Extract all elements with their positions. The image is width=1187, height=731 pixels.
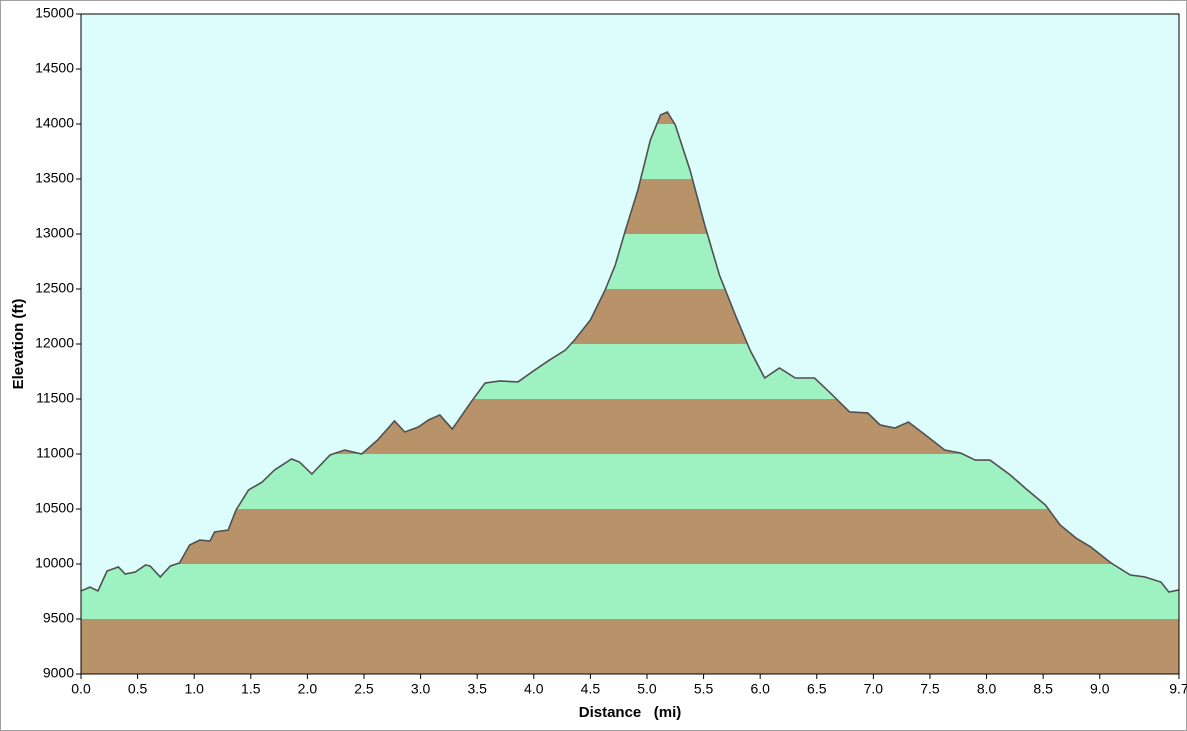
y-tick-label: 11500 [36, 390, 74, 406]
x-tick-label: 8.0 [977, 681, 997, 697]
x-tick-label: 6.5 [807, 681, 827, 697]
elevation-band [81, 564, 1179, 619]
x-tick-label: 0.5 [128, 681, 148, 697]
x-tick-label: 4.5 [581, 681, 601, 697]
x-tick-label: 6.0 [750, 681, 770, 697]
x-tick-label: 1.5 [241, 681, 261, 697]
x-tick-label: 5.0 [637, 681, 657, 697]
x-tick-label: 3.5 [467, 681, 487, 697]
elevation-band [81, 619, 1179, 674]
elevation-line [80, 110, 1180, 593]
y-tick-label: 14000 [35, 115, 74, 131]
x-tick-label: 7.0 [864, 681, 884, 697]
x-tick-label: 3.0 [411, 681, 431, 697]
y-tick-label: 11000 [36, 445, 74, 461]
y-tick-label: 9500 [43, 610, 74, 626]
y-tick-label: 12500 [35, 280, 74, 296]
y-tick-label: 10000 [35, 555, 74, 571]
y-tick-label: 14500 [35, 60, 74, 76]
y-tick-label: 9000 [43, 665, 74, 681]
y-tick-label: 10500 [35, 500, 74, 516]
x-tick-label: 2.0 [298, 681, 318, 697]
y-tick-label: 15000 [35, 5, 74, 21]
x-tick-label: 1.0 [184, 681, 204, 697]
y-tick-label: 13000 [35, 225, 74, 241]
x-tick-label: 7.5 [920, 681, 940, 697]
x-tick-label: 5.5 [694, 681, 714, 697]
x-tick-label: 0.0 [71, 681, 91, 697]
y-tick-label: 12000 [35, 335, 74, 351]
x-tick-label: 2.5 [354, 681, 374, 697]
x-axis-title: Distance (mi) [579, 704, 682, 721]
x-tick-label: 8.5 [1033, 681, 1053, 697]
y-tick-label: 13500 [35, 170, 74, 186]
y-axis-title: Elevation (ft) [10, 299, 27, 390]
x-tick-label: 9.7 [1169, 681, 1187, 697]
x-tick-label: 4.0 [524, 681, 544, 697]
elevation-band [81, 509, 1179, 564]
x-tick-label: 9.0 [1090, 681, 1110, 697]
